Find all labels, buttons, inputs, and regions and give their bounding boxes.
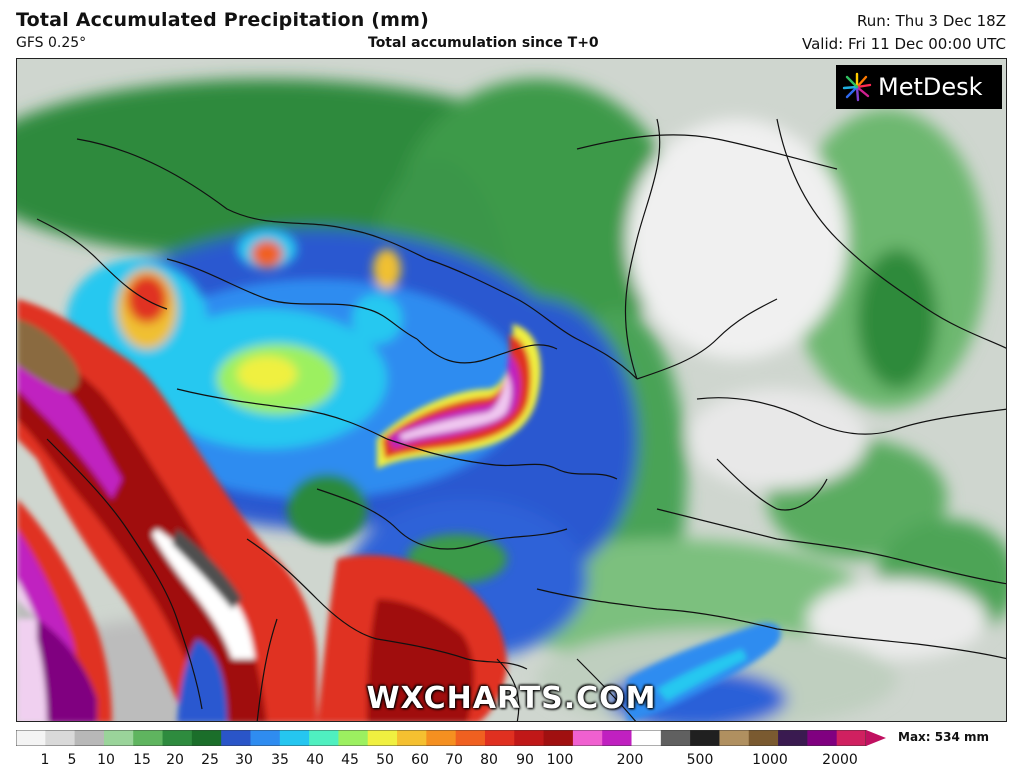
max-value-label: Max: 534 mm — [898, 730, 989, 744]
map-canvas — [17, 59, 1006, 721]
legend-color-step — [221, 730, 252, 746]
legend-color-step — [191, 730, 222, 746]
legend-color-step — [367, 730, 398, 746]
legend-tick-label: 25 — [201, 752, 219, 768]
legend-color-step — [338, 730, 369, 746]
model-label: GFS 0.25° — [16, 35, 87, 51]
legend-tick-label: 20 — [166, 752, 184, 768]
legend-color-step — [690, 730, 721, 746]
legend-color-step — [660, 730, 691, 746]
legend-color-step — [514, 730, 545, 746]
legend-color-step — [543, 730, 574, 746]
legend-color-step — [133, 730, 164, 746]
legend-tick-label: 30 — [235, 752, 253, 768]
legend-tick-label: 2000 — [822, 752, 858, 768]
valid-time: Valid: Fri 11 Dec 00:00 UTC — [802, 35, 1006, 53]
legend-color-step — [778, 730, 808, 746]
legend-color-step — [45, 730, 76, 746]
page-title: Total Accumulated Precipitation (mm) — [16, 9, 430, 31]
legend-tick-label: 5 — [67, 752, 77, 768]
logo-text: MetDesk — [878, 73, 983, 101]
legend-color-step — [807, 730, 838, 746]
precipitation-field-heavy — [17, 299, 781, 721]
legend-tick-label: 35 — [271, 752, 289, 768]
precipitation-field-base — [17, 79, 1006, 721]
legend-color-step — [250, 730, 281, 746]
legend-arrow — [866, 730, 886, 746]
precipitation-map[interactable]: WXCHARTS.COM — [16, 58, 1007, 722]
legend-tick-label: 90 — [516, 752, 534, 768]
legend-tick-label: 80 — [480, 752, 498, 768]
legend-tick-label: 40 — [306, 752, 324, 768]
legend-tick-label: 10 — [97, 752, 115, 768]
legend-color-step — [74, 730, 105, 746]
legend-tick-label: 200 — [616, 752, 644, 768]
legend-tick-label: 1 — [40, 752, 50, 768]
legend-color-step — [103, 730, 134, 746]
country-borders — [36, 118, 1006, 721]
legend-color-step — [162, 730, 193, 746]
legend-color-step — [572, 730, 603, 746]
legend-tick-label: 100 — [546, 752, 574, 768]
metdesk-burst-icon — [842, 72, 872, 102]
legend-color-step — [309, 730, 340, 746]
legend-color-step — [836, 730, 867, 746]
legend-tick-label: 60 — [411, 752, 429, 768]
legend-color-step — [455, 730, 486, 746]
legend-tick-label: 50 — [376, 752, 394, 768]
legend-color-step — [602, 730, 633, 746]
legend-color-step — [748, 730, 779, 746]
metdesk-logo: MetDesk — [836, 65, 1002, 109]
legend-color-step — [719, 730, 750, 746]
legend-color-step — [631, 730, 662, 746]
legend-colorbar — [16, 730, 886, 746]
legend-color-step — [279, 730, 310, 746]
legend-color-step — [16, 730, 46, 746]
legend-tick-label: 1000 — [752, 752, 788, 768]
legend-tick-label: 500 — [686, 752, 714, 768]
chart-subtitle: Total accumulation since T+0 — [368, 35, 599, 51]
legend-tick-label: 45 — [341, 752, 359, 768]
watermark: WXCHARTS.COM — [366, 681, 657, 716]
legend-color-step — [426, 730, 457, 746]
run-time: Run: Thu 3 Dec 18Z — [857, 12, 1006, 30]
legend-tick-label: 15 — [133, 752, 151, 768]
legend-color-step — [484, 730, 515, 746]
legend-tick-label: 70 — [445, 752, 463, 768]
legend-color-step — [397, 730, 427, 746]
